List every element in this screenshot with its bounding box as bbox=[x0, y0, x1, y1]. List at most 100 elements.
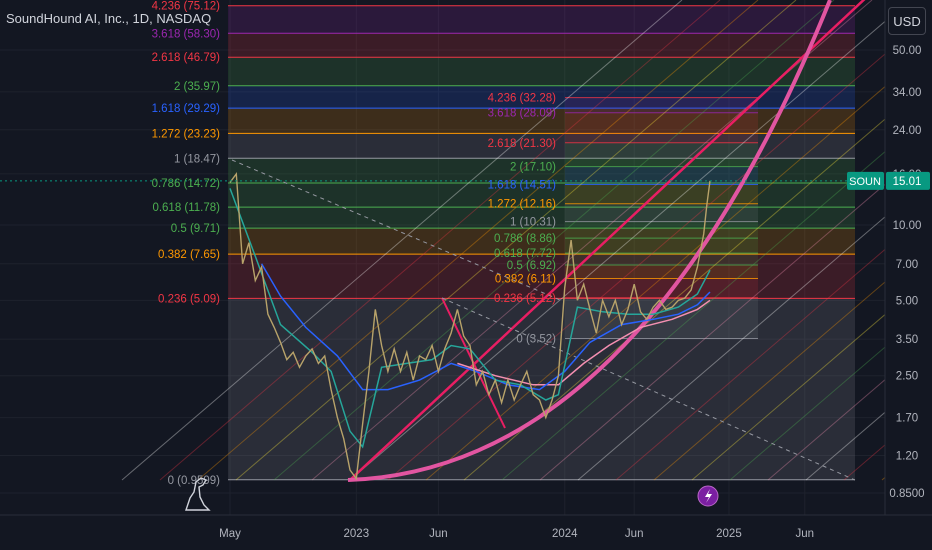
fan-line bbox=[197, 0, 759, 481]
parabolic-arc bbox=[347, 0, 832, 482]
fan-line bbox=[501, 151, 885, 481]
fib-band-minor bbox=[565, 253, 758, 266]
fib-band bbox=[228, 254, 855, 299]
fan-line bbox=[691, 313, 885, 481]
fib-level-label: 0.236 (5.09) bbox=[158, 293, 220, 305]
fan-line bbox=[729, 346, 885, 481]
fan-line bbox=[653, 281, 885, 481]
x-tick-label: Jun bbox=[625, 528, 644, 540]
fib-band-minor bbox=[565, 97, 758, 113]
x-tick-label: Jun bbox=[429, 528, 448, 540]
fib-level-label: 4.236 (75.12) bbox=[152, 1, 221, 13]
fan-line bbox=[539, 183, 885, 481]
fan-line bbox=[273, 0, 835, 481]
fib-band bbox=[228, 182, 855, 208]
fib-level-label: 2 (35.97) bbox=[174, 81, 220, 93]
fib-band bbox=[228, 33, 855, 58]
y-tick-label: 0.8500 bbox=[889, 488, 924, 500]
fib-band bbox=[228, 298, 855, 480]
fib-band-minor bbox=[565, 203, 758, 222]
fan-line bbox=[615, 248, 885, 481]
fib-band-minor bbox=[565, 184, 758, 204]
fib-band bbox=[228, 57, 855, 86]
y-tick-label: 1.70 bbox=[896, 413, 918, 425]
ema-slow-line bbox=[260, 263, 711, 391]
fib-band-minor bbox=[565, 265, 758, 279]
fan-line bbox=[387, 53, 885, 481]
fan-line bbox=[463, 118, 885, 481]
dashed-trend-line bbox=[441, 297, 856, 481]
fib-level-label-minor: 3.618 (28.09) bbox=[488, 108, 557, 120]
fan-line bbox=[349, 20, 885, 481]
fib-band-minor bbox=[565, 221, 758, 239]
x-tick-label: 2023 bbox=[344, 528, 370, 540]
fib-band bbox=[228, 5, 855, 34]
y-tick-label: 1.20 bbox=[896, 451, 918, 463]
fib-level-label-minor: 0.618 (7.72) bbox=[494, 248, 556, 260]
fib-level-label: 0.382 (7.65) bbox=[158, 249, 220, 261]
fib-band-minor bbox=[565, 112, 758, 143]
fan-line bbox=[843, 444, 885, 481]
symbol-tag-label: SOUN bbox=[849, 176, 881, 188]
fib-level-label-minor: 0.382 (6.11) bbox=[495, 274, 556, 286]
fan-line bbox=[159, 0, 721, 481]
dinosaur-icon bbox=[185, 477, 211, 511]
y-tick-label: 5.00 bbox=[896, 295, 918, 307]
fib-level-label: 1 (18.47) bbox=[174, 153, 220, 165]
currency-button[interactable]: USD bbox=[888, 7, 926, 35]
y-tick-label: 2.50 bbox=[896, 371, 918, 383]
fib-level-label-minor: 1.618 (14.51) bbox=[488, 180, 557, 192]
fib-band bbox=[228, 207, 855, 229]
fan-line bbox=[577, 216, 885, 481]
fib-band-minor bbox=[565, 238, 758, 254]
fib-level-label-minor: 0.236 (5.12) bbox=[494, 293, 556, 305]
fib-level-label: 0 (0.9599) bbox=[168, 475, 221, 487]
fib-level-label-minor: 1.272 (12.16) bbox=[488, 199, 557, 211]
price-tag bbox=[886, 171, 930, 190]
fib-band-minor bbox=[565, 142, 758, 167]
price-line bbox=[229, 171, 711, 481]
fan-line bbox=[920, 0, 932, 480]
fib-level-label: 0.5 (9.71) bbox=[171, 223, 220, 235]
y-tick-label: 7.00 bbox=[896, 259, 918, 271]
fib-level-label-minor: 0.786 (8.86) bbox=[494, 233, 556, 245]
fan-line bbox=[235, 0, 797, 481]
y-tick-label: 34.00 bbox=[893, 87, 922, 99]
fan-line bbox=[881, 476, 885, 481]
ema-long-line bbox=[457, 299, 711, 386]
chart-title: SoundHound AI, Inc., 1D, NASDAQ bbox=[6, 11, 212, 26]
fib-level-label: 0.786 (14.72) bbox=[152, 178, 221, 190]
y-tick-label: 10.00 bbox=[893, 220, 922, 232]
fib-level-label-minor: 4.236 (32.28) bbox=[488, 93, 557, 105]
x-tick-label: Jun bbox=[795, 528, 814, 540]
y-tick-label: 50.00 bbox=[893, 45, 922, 57]
fib-band-minor bbox=[565, 278, 758, 298]
y-tick-label: 3.50 bbox=[896, 334, 918, 346]
lightning-glyph bbox=[705, 489, 712, 503]
fib-band bbox=[228, 85, 855, 109]
fib-level-label-minor: 2 (17.10) bbox=[510, 162, 556, 174]
channel-median-line bbox=[349, 0, 866, 481]
fib-level-label: 2.618 (46.79) bbox=[152, 52, 221, 64]
fib-band-minor bbox=[565, 166, 758, 185]
fib-level-label: 1.272 (23.23) bbox=[152, 128, 221, 140]
fib-level-label-minor: 0 (3.52) bbox=[516, 334, 556, 346]
fib-level-label-minor: 0.5 (6.92) bbox=[507, 260, 556, 272]
x-tick-label: 2024 bbox=[552, 528, 578, 540]
x-tick-label: May bbox=[219, 528, 241, 540]
fib-level-label: 1.618 (29.29) bbox=[152, 103, 221, 115]
fib-level-label: 3.618 (58.30) bbox=[152, 28, 221, 40]
fan-line bbox=[767, 379, 885, 481]
dashed-trend-line bbox=[231, 159, 561, 301]
x-tick-label: 2025 bbox=[716, 528, 742, 540]
fib-level-label: 0.618 (11.78) bbox=[152, 202, 220, 214]
fib-band bbox=[228, 228, 855, 255]
fib-level-label-minor: 1 (10.31) bbox=[510, 217, 556, 229]
price-tag-label: 15.01 bbox=[893, 176, 922, 188]
fan-line bbox=[121, 0, 683, 481]
symbol-tag bbox=[847, 171, 884, 190]
fib-level-label-minor: 2.618 (21.30) bbox=[488, 138, 557, 150]
fib-band bbox=[228, 133, 855, 159]
y-tick-label: 24.00 bbox=[893, 125, 922, 137]
